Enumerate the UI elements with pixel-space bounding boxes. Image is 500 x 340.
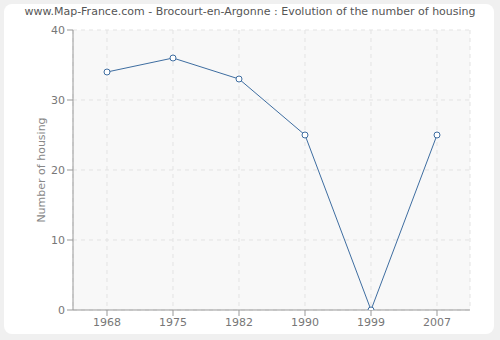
svg-text:1990: 1990 [291, 316, 319, 329]
svg-text:1968: 1968 [93, 316, 121, 329]
svg-text:40: 40 [51, 24, 65, 37]
svg-text:0: 0 [58, 304, 65, 317]
html-text:Number of housing: Number of housing [35, 117, 48, 223]
svg-text:20: 20 [51, 164, 65, 177]
svg-text:10: 10 [51, 234, 65, 247]
svg-text:2007: 2007 [423, 316, 451, 329]
svg-text:1999: 1999 [357, 316, 385, 329]
svg-text:30: 30 [51, 94, 65, 107]
html-text:www.Map-France.com - Brocourt-: www.Map-France.com - Brocourt-en-Argonne… [24, 5, 476, 18]
svg-text:1982: 1982 [225, 316, 253, 329]
svg-text:1975: 1975 [159, 316, 187, 329]
